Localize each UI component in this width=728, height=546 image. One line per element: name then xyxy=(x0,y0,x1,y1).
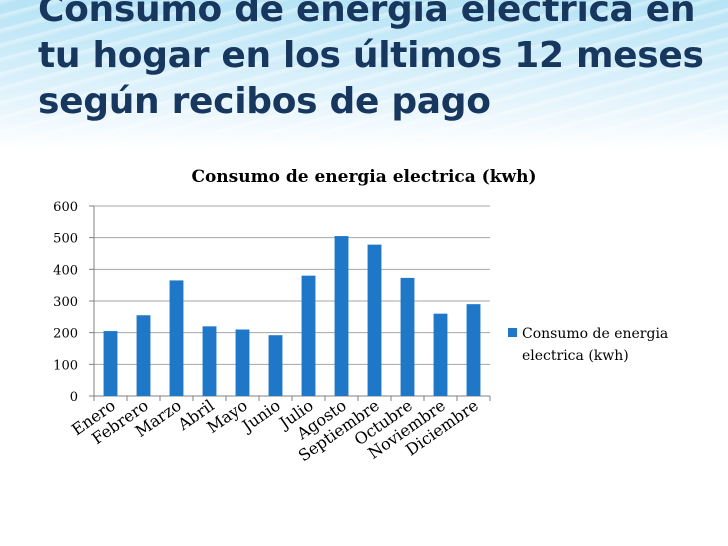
title-band xyxy=(0,0,728,150)
legend-label: electrica (kwh) xyxy=(522,348,629,364)
bar-febrero xyxy=(136,315,151,396)
bar-diciembre xyxy=(466,304,481,396)
slide-title-line-1: Consumo de energía eléctrica en xyxy=(38,0,696,30)
bar-agosto xyxy=(334,236,349,396)
chart-title: Consumo de energia electrica (kwh) xyxy=(191,167,536,187)
bar-septiembre xyxy=(367,244,382,396)
slide-title: Consumo de energía eléctrica en tu hogar… xyxy=(38,0,718,125)
bar-junio xyxy=(268,335,283,396)
y-tick-label: 200 xyxy=(53,327,78,342)
slide-title-line-2: tu hogar en los últimos 12 meses xyxy=(38,35,704,76)
bar-marzo xyxy=(169,280,184,396)
y-tick-label: 300 xyxy=(53,295,78,310)
bar-octubre xyxy=(400,277,415,396)
legend: Consumo de energia electrica (kwh) xyxy=(508,326,668,364)
bar-enero xyxy=(103,331,118,396)
y-tick-label: 400 xyxy=(53,263,78,278)
bar-abril xyxy=(202,326,217,396)
legend-swatch xyxy=(508,328,517,337)
bar-julio xyxy=(301,275,316,396)
y-tick-label: 100 xyxy=(53,358,78,373)
bar-mayo xyxy=(235,329,250,396)
gridlines xyxy=(89,205,491,401)
bars xyxy=(103,236,481,396)
y-axis-tick-labels: 0 100 200 300 400 500 600 xyxy=(53,200,78,405)
slide-title-line-3: según recibos de pago xyxy=(38,81,491,122)
y-tick-label: 0 xyxy=(70,390,78,405)
x-axis-tick-labels: EneroFebreroMarzoAbrilMayoJunioJulioAgos… xyxy=(68,396,482,466)
legend-label: Consumo de energia xyxy=(522,326,668,342)
y-tick-label: 500 xyxy=(53,232,78,247)
bar-noviembre xyxy=(433,313,448,396)
y-tick-label: 600 xyxy=(53,200,78,215)
